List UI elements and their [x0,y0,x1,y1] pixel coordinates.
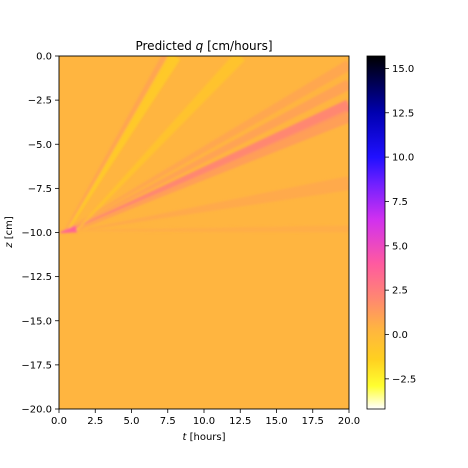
colorbar-tick-label: −2.5 [392,374,416,385]
x-tick-label: 15.0 [265,416,287,427]
colorbar-tick-label: 7.5 [392,197,408,208]
feature-horizontal-band [66,225,349,233]
colorbar-axis: −2.5 0.0 2.5 5.0 7.5 10.0 12.5 15.0 [385,64,416,385]
y-tick-label: −20.0 [21,405,52,416]
x-axis-unit: [hours] [186,432,225,443]
colorbar-tick-label: 5.0 [392,241,408,252]
plot-area [59,56,349,409]
x-tick-label: 10.0 [193,416,215,427]
heatmap-features [60,56,349,234]
colorbar-tick-label: 12.5 [392,108,414,119]
feature-shallow-band [87,176,349,230]
x-tick-label: 17.5 [302,416,324,427]
feature-streak-2 [70,79,349,230]
colorbar-tick-label: 15.0 [392,64,414,75]
x-axis-variable: t [182,432,187,443]
feature-source-spot [60,225,78,234]
colorbar [366,55,386,410]
chart-title-unit: [cm/hours] [203,39,272,53]
x-tick-label: 2.5 [87,416,103,427]
x-tick-label: 12.5 [229,416,251,427]
feature-dry-streak-2 [76,56,245,232]
y-axis-unit: [cm] [4,216,15,242]
y-axis: 0.0 −2.5 −5.0 −7.5 −10.0 −12.5 −15.0 −17.5 −20.0 [21,52,59,416]
chart-title: Predicted q [cm/hours] [135,39,272,53]
colorbar-tick-label: 2.5 [392,286,408,297]
x-tick-label: 0.0 [51,416,67,427]
x-tick-label: 20.0 [338,416,360,427]
y-axis-label: z [cm] [4,216,15,249]
colorbar-tick-label: 10.0 [392,153,414,164]
heatmap-background [59,56,349,409]
feature-steep-dry-streak [67,56,181,231]
y-tick-label: −17.5 [21,360,52,371]
chart-title-variable: q [196,39,204,53]
y-tick-label: −2.5 [28,96,52,107]
x-tick-label: 5.0 [124,416,140,427]
y-tick-label: −5.0 [28,140,52,151]
feature-upper-streak [67,60,349,230]
y-tick-label: −15.0 [21,316,52,327]
y-tick-label: −12.5 [21,272,52,283]
chart-title-prefix: Predicted [135,39,195,53]
y-tick-label: −7.5 [28,184,52,195]
y-tick-label: 0.0 [36,52,52,63]
y-axis-variable: z [4,242,15,249]
feature-main-front [64,99,349,233]
x-axis-label: t [hours] [182,432,225,443]
x-axis: 0.0 2.5 5.0 7.5 10.0 12.5 15.0 17.5 20.0 [51,409,360,427]
y-tick-label: −10.0 [21,228,52,239]
colorbar-tick-label: 0.0 [392,330,408,341]
x-tick-label: 7.5 [160,416,176,427]
feature-secondary-front [79,110,349,230]
